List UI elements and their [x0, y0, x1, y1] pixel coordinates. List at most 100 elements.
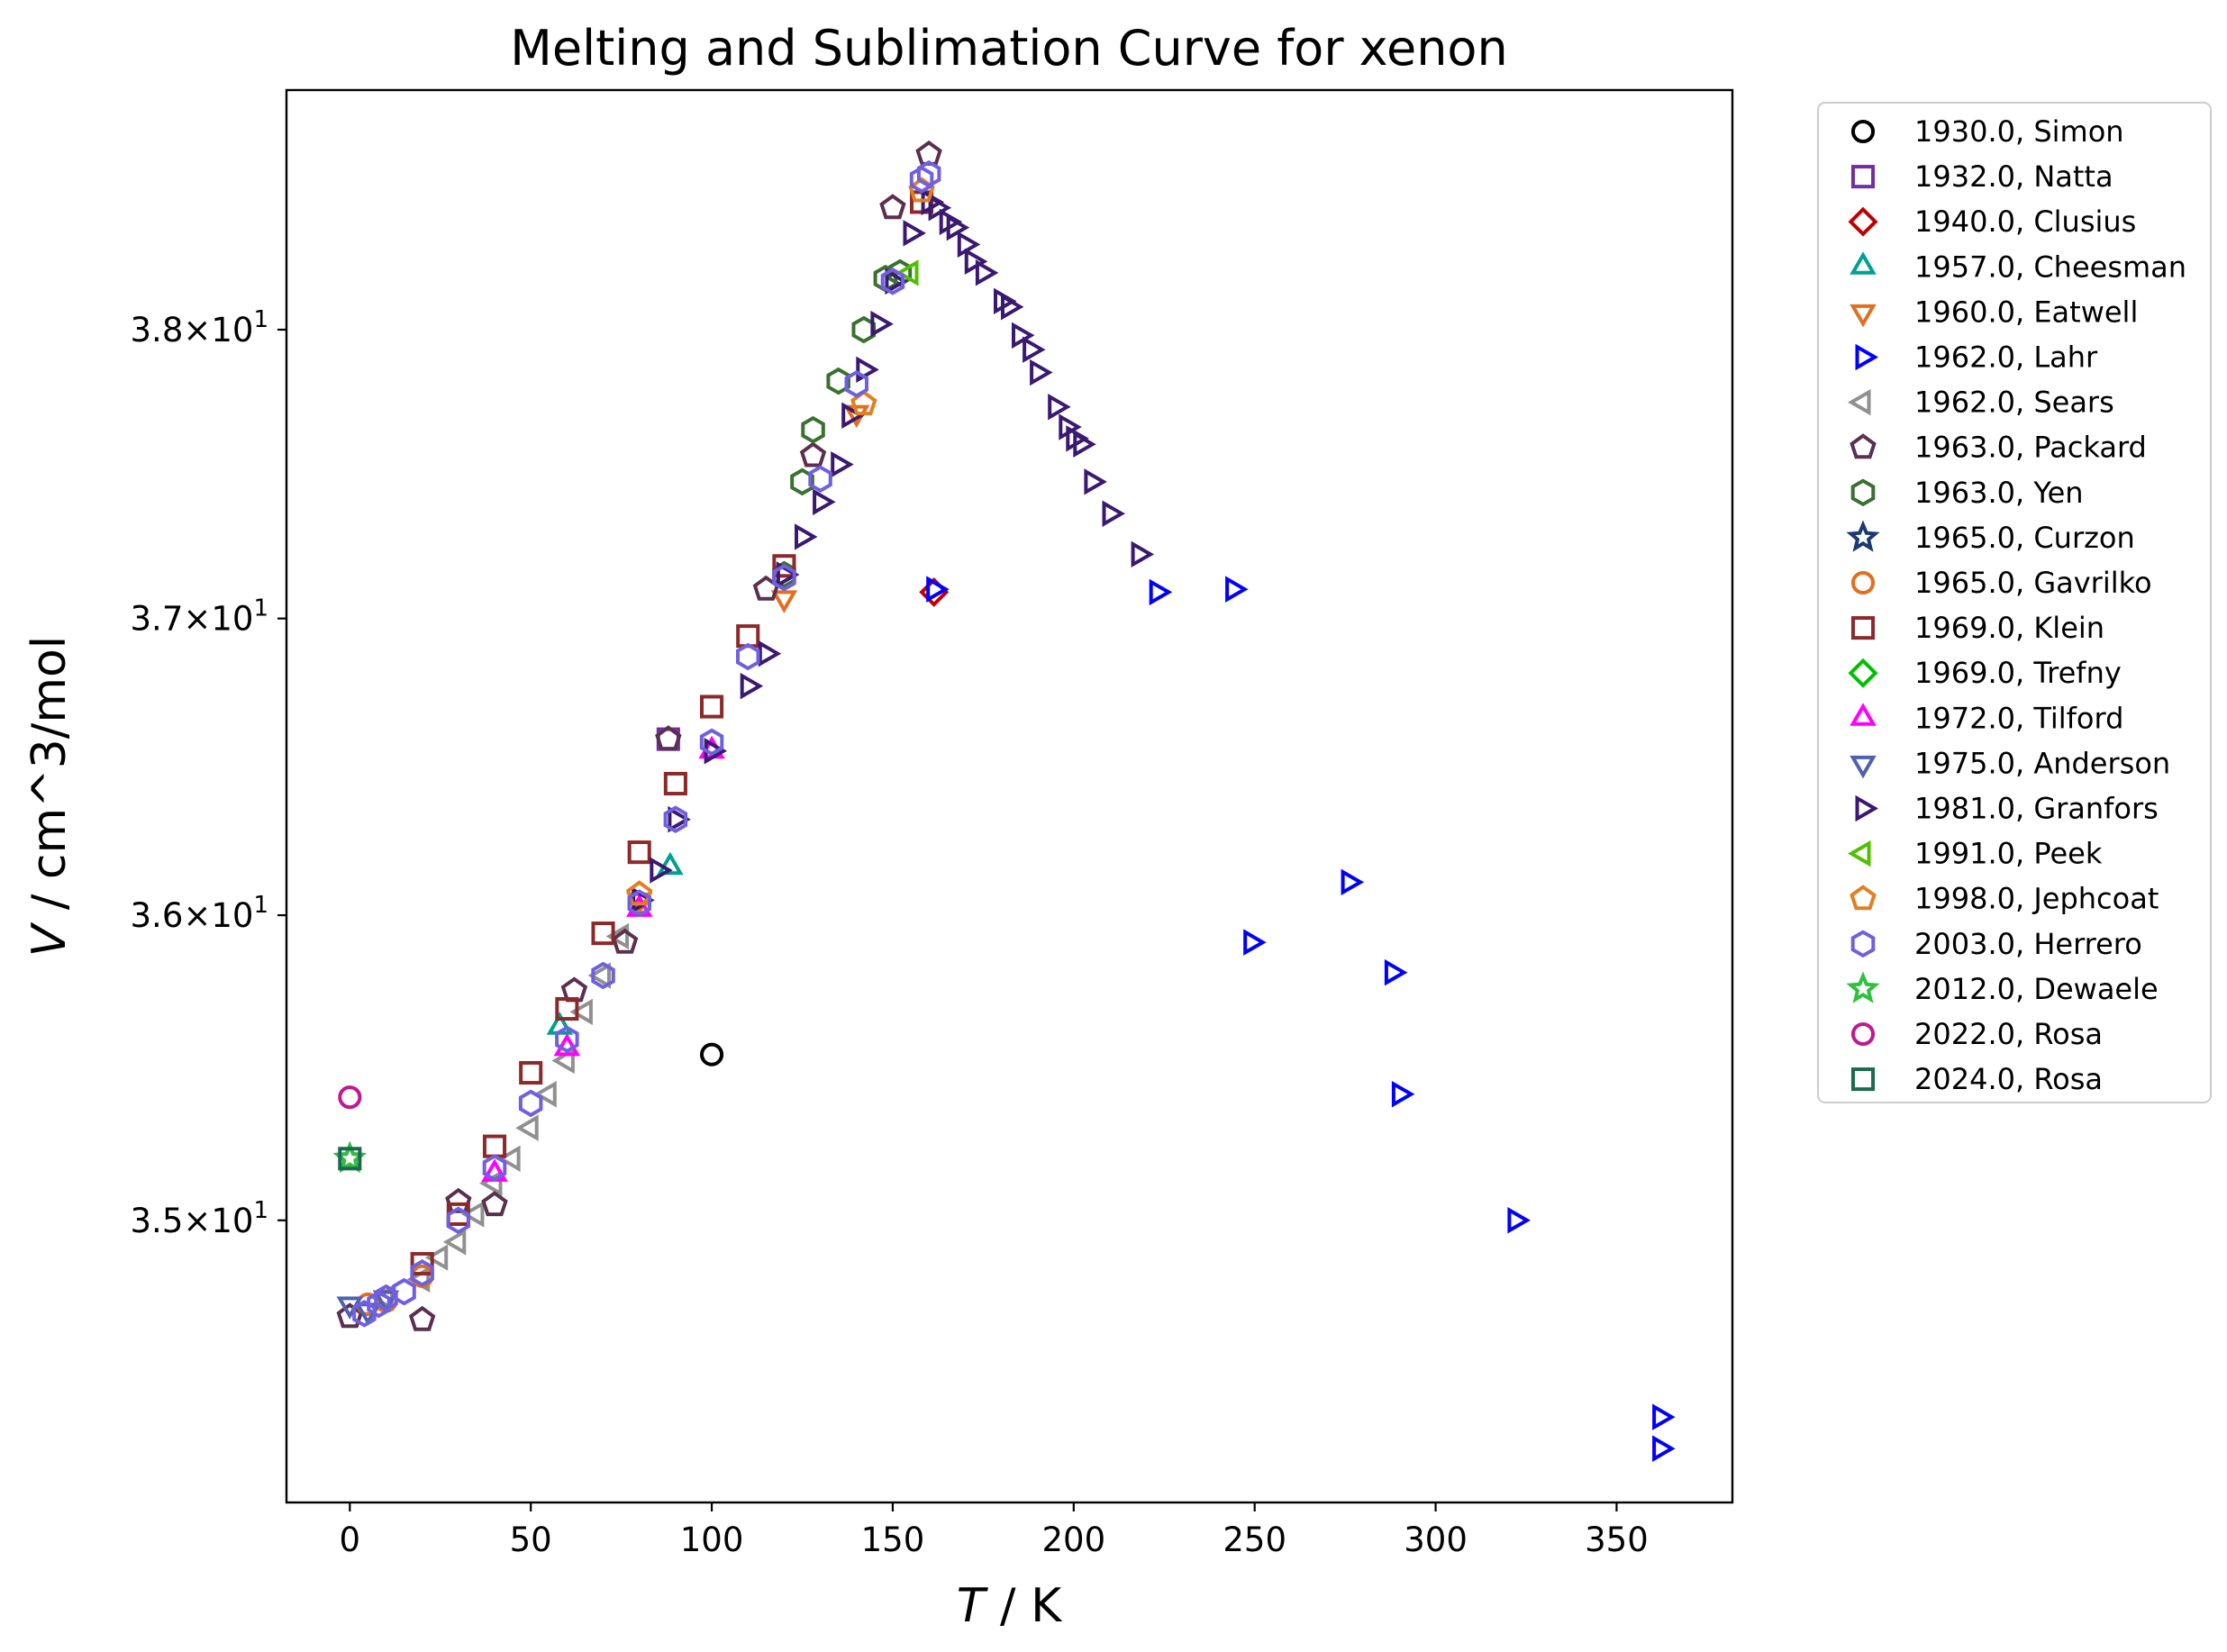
data-point: [587, 962, 611, 989]
series-group: [895, 259, 919, 286]
data-point: [1102, 500, 1126, 527]
data-point: [699, 728, 724, 757]
legend-marker: [1850, 165, 1876, 189]
legend-marker: [1850, 478, 1876, 507]
data-point: [801, 415, 825, 444]
legend: 1930.0, Simon 1932.0, Natta 1940.0, Clusiu…: [1817, 102, 2212, 1103]
y-axis-label: V / cm^3/mol: [23, 636, 77, 958]
legend-marker: [1850, 703, 1877, 726]
legend-label: 1965.0, Gavrilko: [1914, 566, 2152, 600]
data-point: [372, 1290, 400, 1314]
legend-label: 1940.0, Clusius: [1914, 204, 2136, 239]
legend-label: 1962.0, Sears: [1914, 386, 2114, 420]
data-point: [880, 267, 905, 295]
data-point: [844, 369, 868, 398]
x-tick-label: 100: [680, 1520, 744, 1559]
data-point: [657, 851, 684, 876]
data-point: [916, 159, 941, 188]
legend-label: 2024.0, Rosa: [1914, 1062, 2103, 1096]
data-point: [1341, 868, 1365, 896]
data-point: [410, 1251, 434, 1276]
legend-label: 1975.0, Anderson: [1914, 746, 2170, 780]
data-point: [740, 672, 764, 700]
legend-label: 1991.0, Peek: [1914, 837, 2103, 871]
legend-marker: [1850, 304, 1877, 328]
data-point: [553, 1032, 581, 1057]
data-point: [518, 1089, 543, 1118]
data-point: [663, 805, 688, 834]
legend-marker: [1850, 755, 1877, 779]
series-group: [338, 1085, 362, 1110]
data-point: [482, 1154, 507, 1182]
legend-marker: [1850, 1067, 1876, 1092]
legend-marker: [1848, 658, 1878, 688]
data-point: [1507, 1207, 1531, 1234]
data-point: [909, 166, 934, 194]
data-point: [841, 402, 865, 429]
legend-marker: [1855, 794, 1878, 822]
series-group: [700, 1042, 724, 1067]
data-point: [591, 961, 615, 990]
y-axis-ticks: 3.5×101 3.6×101 3.7×101 3.8×101: [131, 306, 286, 1240]
data-point: [856, 356, 879, 384]
data-point: [1030, 359, 1053, 386]
data-point: [515, 1114, 539, 1141]
data-point: [481, 1191, 508, 1217]
data-point: [446, 1206, 471, 1235]
y-axis-unit: / cm^3/mol: [23, 636, 77, 925]
data-point: [408, 1305, 436, 1331]
legend-marker: [1850, 885, 1877, 911]
data-point: [903, 220, 927, 247]
data-point: [736, 642, 760, 671]
data-point: [442, 1229, 467, 1256]
y-tick-label: 3.7×101: [131, 595, 268, 639]
chart-title: Melting and Sublimation Curve for xenon: [510, 20, 1507, 77]
data-points: [332, 140, 1676, 1462]
x-axis-ticks: 0 50 100 150 200 250 300 350: [340, 1502, 1649, 1559]
data-point: [1084, 468, 1107, 495]
legend-label: 1965.0, Curzon: [1914, 521, 2135, 555]
data-point: [392, 1277, 416, 1306]
legend-marker: [1846, 971, 1880, 1003]
data-point: [1391, 1081, 1415, 1108]
data-point: [926, 576, 950, 603]
data-point: [668, 805, 691, 833]
data-point: [808, 465, 832, 494]
data-point: [700, 1042, 724, 1067]
legend-label: 2022.0, Rosa: [1914, 1017, 2103, 1051]
data-point: [964, 248, 988, 275]
legend-label: 2003.0, Herrero: [1914, 927, 2142, 961]
data-point: [555, 996, 579, 1021]
data-point: [374, 1284, 398, 1312]
legend-marker: [1850, 930, 1876, 958]
data-point: [569, 998, 593, 1026]
data-point: [663, 771, 687, 796]
legend-items: 1930.0, Simon 1932.0, Natta 1940.0, Clusiu…: [1846, 114, 2186, 1096]
x-axis-label: T / K: [957, 1579, 1063, 1633]
data-point: [885, 268, 908, 295]
data-point: [460, 1201, 485, 1228]
legend-marker: [1850, 119, 1876, 144]
data-point: [957, 231, 981, 259]
data-point: [1048, 394, 1071, 421]
data-point: [1243, 929, 1267, 956]
data-point: [1225, 576, 1249, 603]
legend-label: 1932.0, Natta: [1914, 159, 2113, 194]
data-point: [1384, 958, 1408, 986]
data-point: [879, 194, 906, 220]
data-point: [895, 259, 919, 286]
x-tick-label: 200: [1041, 1520, 1105, 1559]
y-tick-label: 3.8×101: [131, 306, 268, 349]
series-group: [338, 1147, 362, 1171]
data-point: [770, 590, 798, 613]
data-point: [700, 694, 724, 719]
data-point: [605, 922, 630, 950]
legend-marker: [1848, 840, 1871, 867]
legend-marker: [1850, 251, 1877, 275]
data-point: [627, 840, 651, 865]
data-point: [627, 889, 651, 918]
x-tick-label: 350: [1585, 1520, 1649, 1559]
plot-area: [285, 88, 1734, 1504]
legend-marker: [1848, 388, 1871, 416]
